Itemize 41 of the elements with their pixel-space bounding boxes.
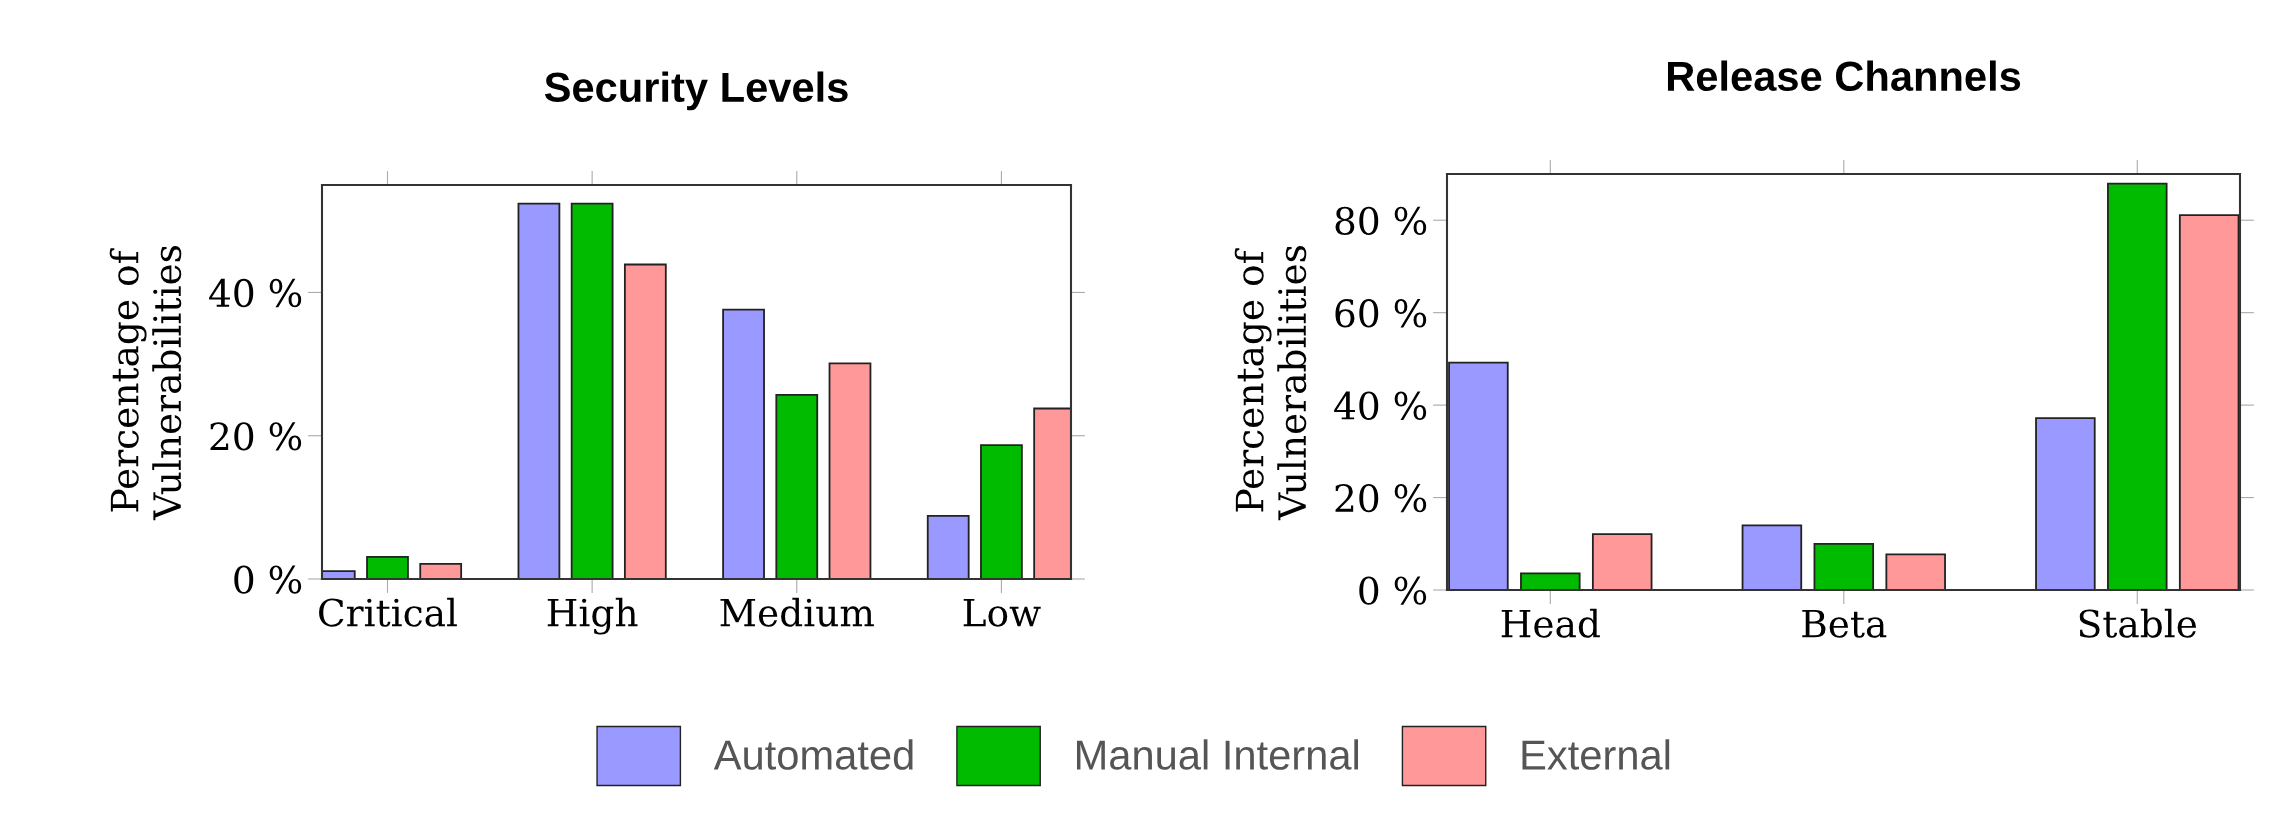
x-tick-label: Medium [720,597,874,627]
bar [1591,533,1653,590]
bar [366,555,409,579]
y-tick-label: 40 % [1334,391,1427,420]
y-axis-title: Percentage of Vulnerabilities [1234,245,1307,521]
x-tick-label: Stable [2079,608,2197,638]
y-tick-label: 20 % [1335,483,1427,513]
bar [2035,417,2096,590]
bar [570,202,614,579]
bar [2178,214,2240,590]
bar [1813,542,1875,590]
bar [722,308,765,579]
bar [926,515,970,579]
x-tick-label: High [547,597,638,635]
legend-label: Automated [713,739,913,770]
y-tick-label: 60 % [1335,299,1427,328]
bar [1741,524,1803,590]
x-tick-label: Beta [1802,609,1887,638]
y-tick-label: 40 % [209,278,302,308]
bar [623,263,667,579]
bar [828,362,872,579]
chart-title: Release Channels [1667,60,2021,92]
bar [1520,572,1581,590]
bar [1448,361,1509,590]
x-tick-label: Low [963,598,1041,627]
y-tick-label: 80 % [1335,206,1427,235]
y-axis-title: Percentage of Vulnerabilities [109,245,182,521]
bar [1885,553,1946,590]
x-tick-label: Critical [319,597,457,627]
y-tick-label: 20 % [210,422,302,451]
bar [775,393,819,579]
bar [517,202,561,579]
y-tick-label: 0 % [234,565,302,594]
bar [980,444,1023,579]
legend-label: External [1522,739,1670,770]
chart-title: Security Levels [544,71,848,111]
bar [2107,182,2168,590]
y-tick-label: 0 % [1359,576,1427,605]
bar [419,563,463,579]
x-tick-label: Head [1501,608,1600,638]
legend-label: Manual Internal [1076,739,1358,770]
